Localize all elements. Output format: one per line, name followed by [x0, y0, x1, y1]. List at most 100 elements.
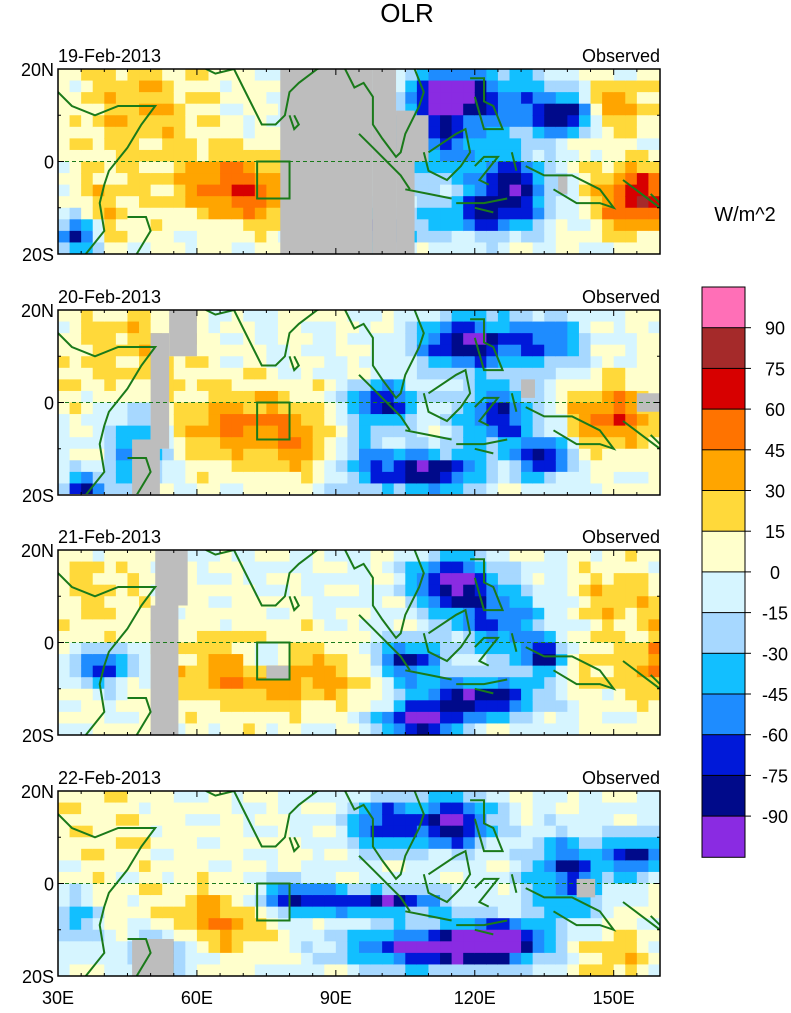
olr-cell	[266, 207, 279, 220]
olr-cell	[277, 964, 291, 976]
olr-cell	[220, 802, 233, 815]
olr-cell	[139, 895, 152, 908]
coastlines	[58, 310, 660, 494]
olr-cell	[497, 80, 511, 93]
olr-cell	[393, 414, 406, 427]
olr-cell	[440, 550, 453, 563]
olr-cell	[428, 814, 441, 827]
olr-cell	[602, 596, 615, 609]
olr-cell	[521, 700, 534, 713]
olr-cell	[602, 448, 615, 461]
olr-cell	[428, 483, 441, 494]
olr-cell	[335, 561, 349, 574]
olr-cell	[92, 196, 105, 209]
olr-cell	[613, 677, 626, 690]
olr-cell	[625, 207, 638, 220]
olr-cell	[463, 460, 476, 473]
olr-cell	[301, 825, 314, 838]
olr-cell	[139, 80, 152, 93]
olr-cell	[521, 483, 534, 494]
olr-cell	[636, 161, 650, 174]
olr-cell	[173, 952, 186, 966]
olr-cell	[359, 379, 372, 392]
olr-cell	[324, 883, 337, 896]
olr-cell	[393, 883, 406, 896]
olr-cell	[127, 310, 140, 323]
olr-cell	[578, 321, 592, 334]
olr-cell	[231, 207, 244, 220]
olr-cell	[81, 711, 94, 725]
missing-data-area	[155, 550, 188, 606]
olr-cell	[625, 607, 638, 620]
olr-cell	[220, 654, 233, 667]
olr-cell	[578, 483, 592, 494]
olr-cell	[416, 619, 430, 632]
olr-cell	[69, 573, 82, 586]
olr-cell	[555, 471, 568, 485]
olr-cell	[196, 848, 210, 861]
olr-cell	[555, 367, 568, 380]
olr-cell	[578, 665, 592, 678]
olr-cell	[243, 561, 256, 574]
olr-cell	[532, 860, 545, 873]
olr-cell	[335, 550, 349, 563]
olr-cell	[416, 448, 430, 461]
olr-cell	[463, 310, 476, 323]
olr-cell	[636, 952, 650, 966]
olr-cell	[324, 871, 337, 885]
olr-cell	[335, 837, 349, 850]
olr-cell	[243, 184, 256, 197]
olr-cell	[231, 654, 244, 667]
olr-cell	[532, 367, 545, 380]
olr-cell	[370, 425, 383, 438]
olr-cell	[185, 791, 198, 804]
olr-cell	[335, 825, 349, 838]
olr-cell	[578, 184, 592, 197]
olr-cell	[312, 619, 325, 632]
olr-cell	[521, 654, 534, 667]
olr-cell	[567, 906, 580, 919]
olr-cell	[266, 356, 279, 369]
olr-cell	[173, 906, 186, 919]
olr-cell	[405, 871, 418, 885]
olr-cell	[220, 379, 233, 392]
olr-cell	[451, 103, 464, 116]
olr-cell	[196, 483, 210, 494]
olr-cell	[266, 596, 279, 609]
olr-cell	[185, 573, 198, 586]
olr-cell	[173, 149, 186, 163]
olr-cell	[231, 483, 244, 494]
olr-cell	[393, 448, 406, 461]
olr-cell	[69, 149, 82, 163]
olr-cell	[440, 906, 453, 919]
colorbar-tick-label: -75	[762, 766, 788, 786]
olr-cell	[567, 860, 580, 873]
olr-cell	[567, 92, 580, 105]
olr-cell	[521, 573, 534, 586]
olr-cell	[220, 448, 233, 461]
olr-cell	[509, 69, 522, 82]
olr-cell	[370, 321, 383, 334]
olr-cell	[625, 630, 638, 644]
olr-cell	[440, 825, 453, 838]
olr-cell	[428, 333, 441, 346]
olr-cell	[162, 184, 175, 197]
olr-cell	[359, 367, 372, 380]
olr-cell	[359, 871, 372, 885]
olr-cell	[555, 952, 568, 966]
olr-cell	[636, 918, 650, 931]
olr-cell	[544, 448, 557, 461]
olr-cell	[81, 321, 94, 334]
olr-cell	[58, 825, 71, 838]
olr-cell	[613, 173, 626, 186]
olr-cell	[428, 460, 441, 473]
olr-cell	[335, 425, 349, 438]
olr-cell	[509, 964, 522, 976]
olr-cell	[474, 379, 487, 392]
olr-cell	[370, 918, 383, 931]
olr-cell	[416, 596, 430, 609]
olr-cell	[254, 333, 267, 346]
olr-cell	[347, 964, 360, 976]
olr-cell	[127, 573, 140, 586]
olr-cell	[613, 333, 626, 346]
